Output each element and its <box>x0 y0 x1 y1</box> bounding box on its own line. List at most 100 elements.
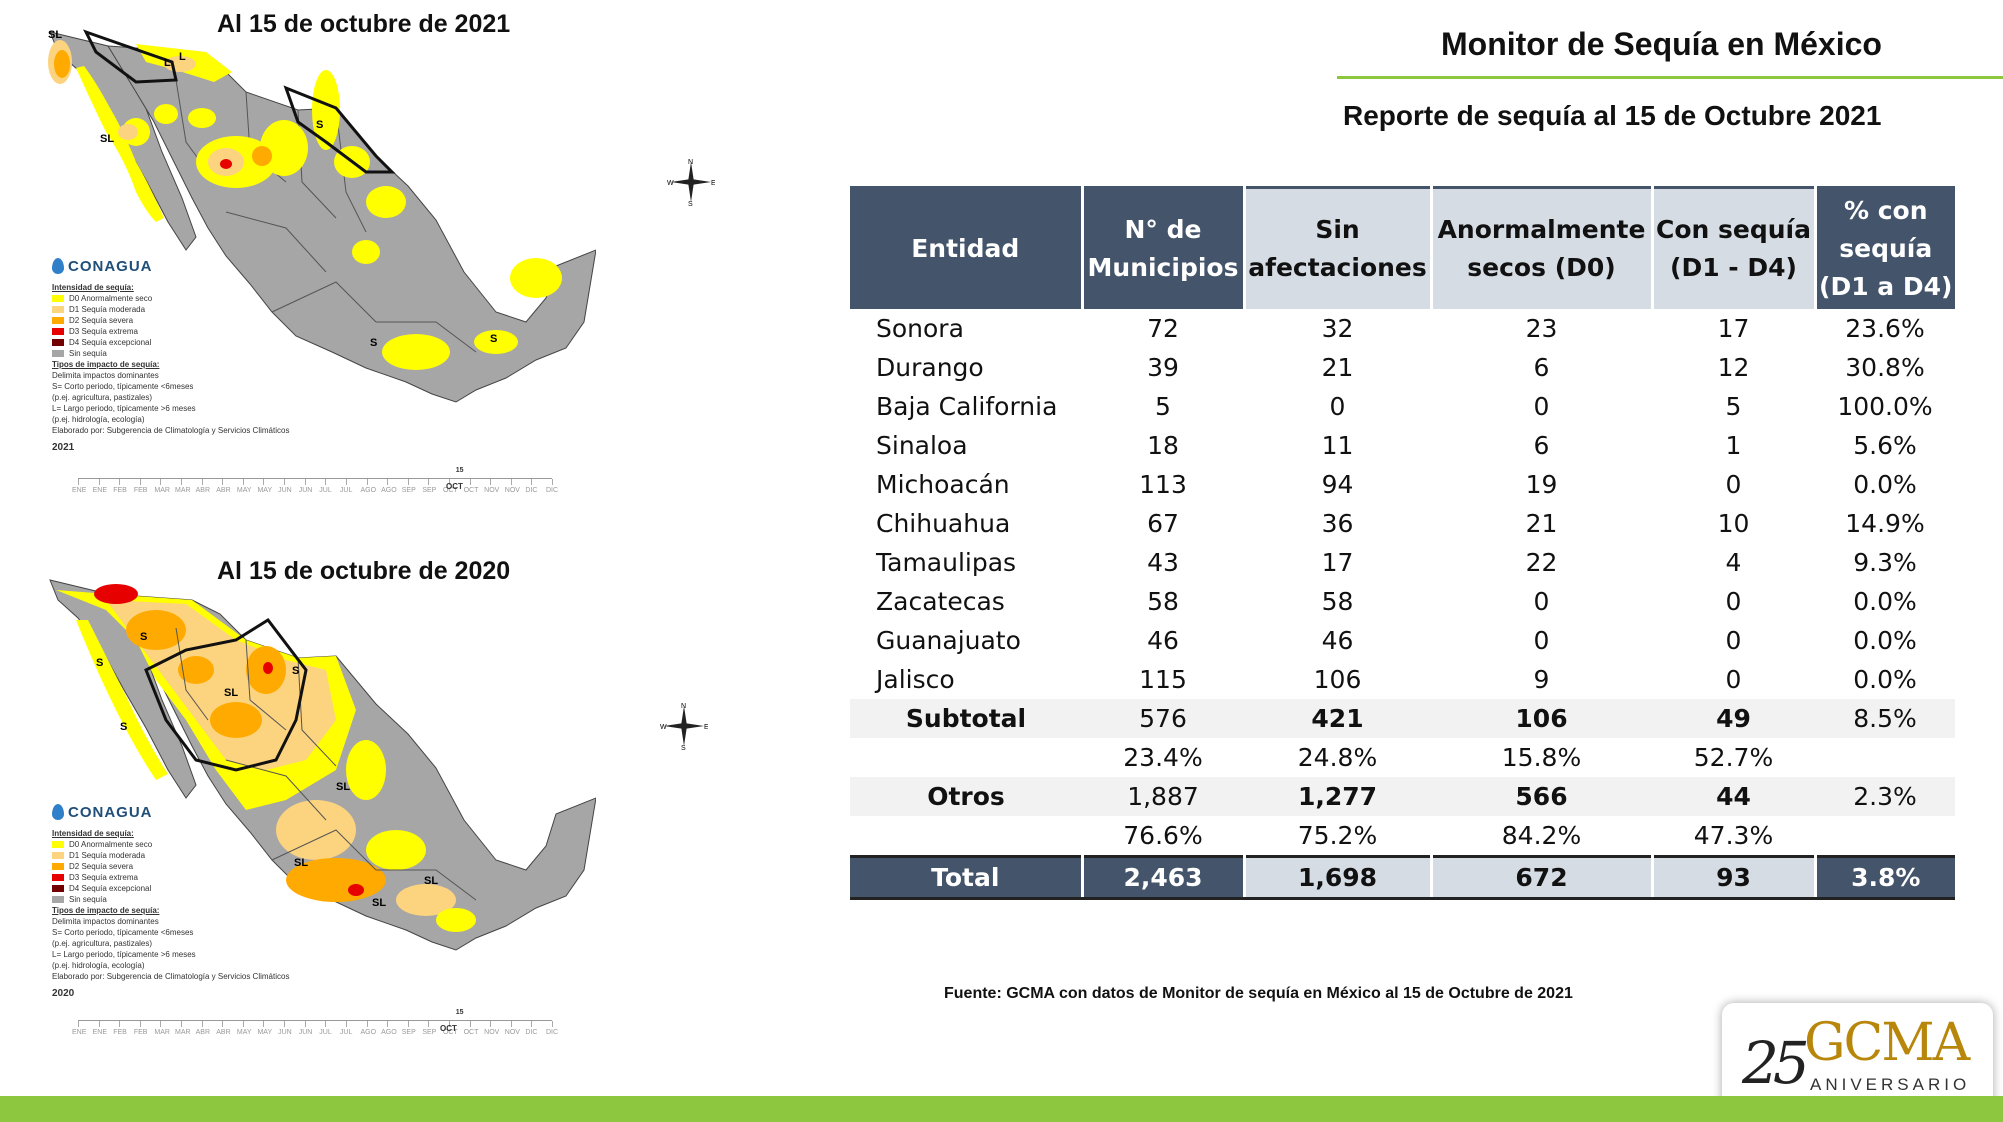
drought-table: Entidad N° de Municipios Sin afectaciones … <box>850 186 1955 900</box>
timeline-month-label: NOV <box>504 487 520 494</box>
col-header-con-sequia: Con sequía (D1 - D4) <box>1652 187 1817 309</box>
legend-item: D0 Anormalmente seco <box>52 293 289 304</box>
timeline-tick <box>284 1021 286 1027</box>
map-label: SL <box>100 133 114 145</box>
timeline-month-label: ENE <box>72 487 87 494</box>
timeline-tick <box>201 479 203 485</box>
timeline-month-label: OCT <box>442 487 458 494</box>
timeline-tick <box>345 1021 347 1027</box>
map-label: L <box>179 51 186 63</box>
timeline-month-label: ABR <box>216 487 231 494</box>
source-note: Fuente: GCMA con datos de Monitor de seq… <box>944 985 1573 1002</box>
col-header-anormalmente-secos: Anormalmente secos (D0) <box>1431 187 1654 309</box>
timeline-tick <box>242 1021 244 1027</box>
timeline-tick <box>304 479 306 485</box>
water-drop-icon <box>52 258 64 274</box>
svg-text:S: S <box>688 201 693 206</box>
page-subtitle: Reporte de sequía al 15 de Octubre 2021 <box>1343 100 1882 131</box>
timeline-tick <box>263 1021 265 1027</box>
timeline-tick <box>469 479 471 485</box>
legend-item: Sin sequía <box>52 348 289 359</box>
timeline-month-label: NOV <box>504 1029 520 1036</box>
conagua-logo: CONAGUA <box>52 258 289 274</box>
legend-heading: Tipos de impacto de sequía: <box>52 906 160 915</box>
timeline-tick <box>490 479 492 485</box>
legend-heading: Intensidad de sequía: <box>52 829 134 838</box>
logo-brand: GCMA <box>1804 1013 1970 1073</box>
table-row: Jalisco 115 106 9 0 0.0% <box>876 665 1917 694</box>
timeline-month-label: AGO <box>360 487 377 494</box>
timeline-tick <box>139 1021 141 1027</box>
timeline-month-label: JUL <box>319 487 332 494</box>
timeline-month-label: FEB <box>133 487 148 494</box>
legend-impact: Elaborado por: Subgerencia de Climatolog… <box>52 972 290 981</box>
conagua-logo: CONAGUA <box>52 804 289 820</box>
subtotal-row: Subtotal 576 421 106 49 8.5% <box>850 699 1955 738</box>
timeline-tick <box>181 1021 183 1027</box>
timeline-tick <box>160 479 162 485</box>
svg-text:N: N <box>681 703 686 710</box>
map-2020: S S SL S S SL SL SL SL <box>36 570 596 990</box>
map-label: SL <box>372 897 386 909</box>
timeline-tick <box>304 1021 306 1027</box>
timeline-marker-month: OCT <box>446 482 463 491</box>
timeline-month-label: MAY <box>236 1029 252 1036</box>
table-row: Zacatecas 58 58 0 0 0.0% <box>876 587 1917 616</box>
timeline-tick <box>263 479 265 485</box>
timeline-month-label: DIC <box>525 487 538 494</box>
table-row: Durango 39 21 6 12 30.8% <box>876 353 1925 382</box>
timeline-tick <box>78 1021 79 1027</box>
map-label: SL <box>294 857 308 869</box>
table-row: Chihuahua 67 36 21 10 14.9% <box>876 509 1925 538</box>
legend-impact: S= Corto periodo, típicamente <6meses <box>52 382 194 391</box>
legend-item: D2 Sequía severa <box>52 861 289 872</box>
logo-tagline: ANIVERSARIO <box>1810 1075 1971 1094</box>
otros-pct-row: 76.6% 75.2% 84.2% 47.3% <box>1123 821 1774 850</box>
mexico-map-2021: SL L L S SL S S <box>48 29 596 403</box>
timeline-tick <box>139 479 141 485</box>
timeline-month-label: MAR <box>175 487 191 494</box>
timeline-month-label: MAY <box>257 1029 273 1036</box>
legend-item: Sin sequía <box>52 894 289 905</box>
timeline-tick <box>510 479 512 485</box>
timeline-tick <box>407 1021 409 1027</box>
legend-impact: L= Largo periodo, típicamente >6 meses <box>52 950 196 959</box>
timeline-month-label: DIC <box>525 1029 538 1036</box>
timeline-tick <box>387 479 389 485</box>
otros-row: Otros 1,887 1,277 566 44 2.3% <box>850 777 1955 816</box>
table-header-row: Entidad N° de Municipios Sin afectaciones … <box>850 187 1955 309</box>
map-label: SL <box>336 781 350 793</box>
title-divider <box>1337 76 2003 79</box>
page-title: Monitor de Sequía en México <box>1441 26 1882 62</box>
table-row: Sonora 72 32 23 17 23.6% <box>876 314 1925 343</box>
timeline-month-label: AGO <box>381 487 397 494</box>
timeline-tick <box>428 479 430 485</box>
map-label: S <box>140 631 147 643</box>
timeline-tick <box>119 1021 121 1027</box>
legend-item: D4 Sequía excepcional <box>52 337 289 348</box>
legend-heading: Intensidad de sequía: <box>52 283 134 292</box>
timeline-month-label: OCT <box>463 487 479 494</box>
timeline-tick <box>531 1021 533 1027</box>
legend-impact: Elaborado por: Subgerencia de Climatolog… <box>52 426 290 435</box>
timeline-marker-day: 15 <box>455 1009 464 1016</box>
timeline-month-label: ENE <box>92 487 107 494</box>
timeline-month-label: FEB <box>113 1029 127 1036</box>
legend-item: D3 Sequía extrema <box>52 872 289 883</box>
timeline-month-label: OCT <box>442 1029 458 1036</box>
timeline-tick <box>98 479 100 485</box>
timeline-month-label: NOV <box>484 1029 500 1036</box>
table-row: Guanajuato 46 46 0 0 0.0% <box>876 626 1917 655</box>
timeline-tick <box>325 479 327 485</box>
timeline-tick <box>181 479 183 485</box>
timeline-month-label: DIC <box>546 487 559 494</box>
map-2021-title: Al 15 de octubre de 2021 <box>217 10 511 38</box>
timeline-tick <box>510 1021 512 1027</box>
timeline-tick <box>325 1021 327 1027</box>
timeline-month-label: FEB <box>133 1029 148 1036</box>
timeline-tick <box>284 479 286 485</box>
table-row: Tamaulipas 43 17 22 4 9.3% <box>876 548 1917 577</box>
timeline-tick <box>531 479 533 485</box>
timeline-tick <box>98 1021 100 1027</box>
timeline-month-label: AGO <box>381 1029 397 1036</box>
